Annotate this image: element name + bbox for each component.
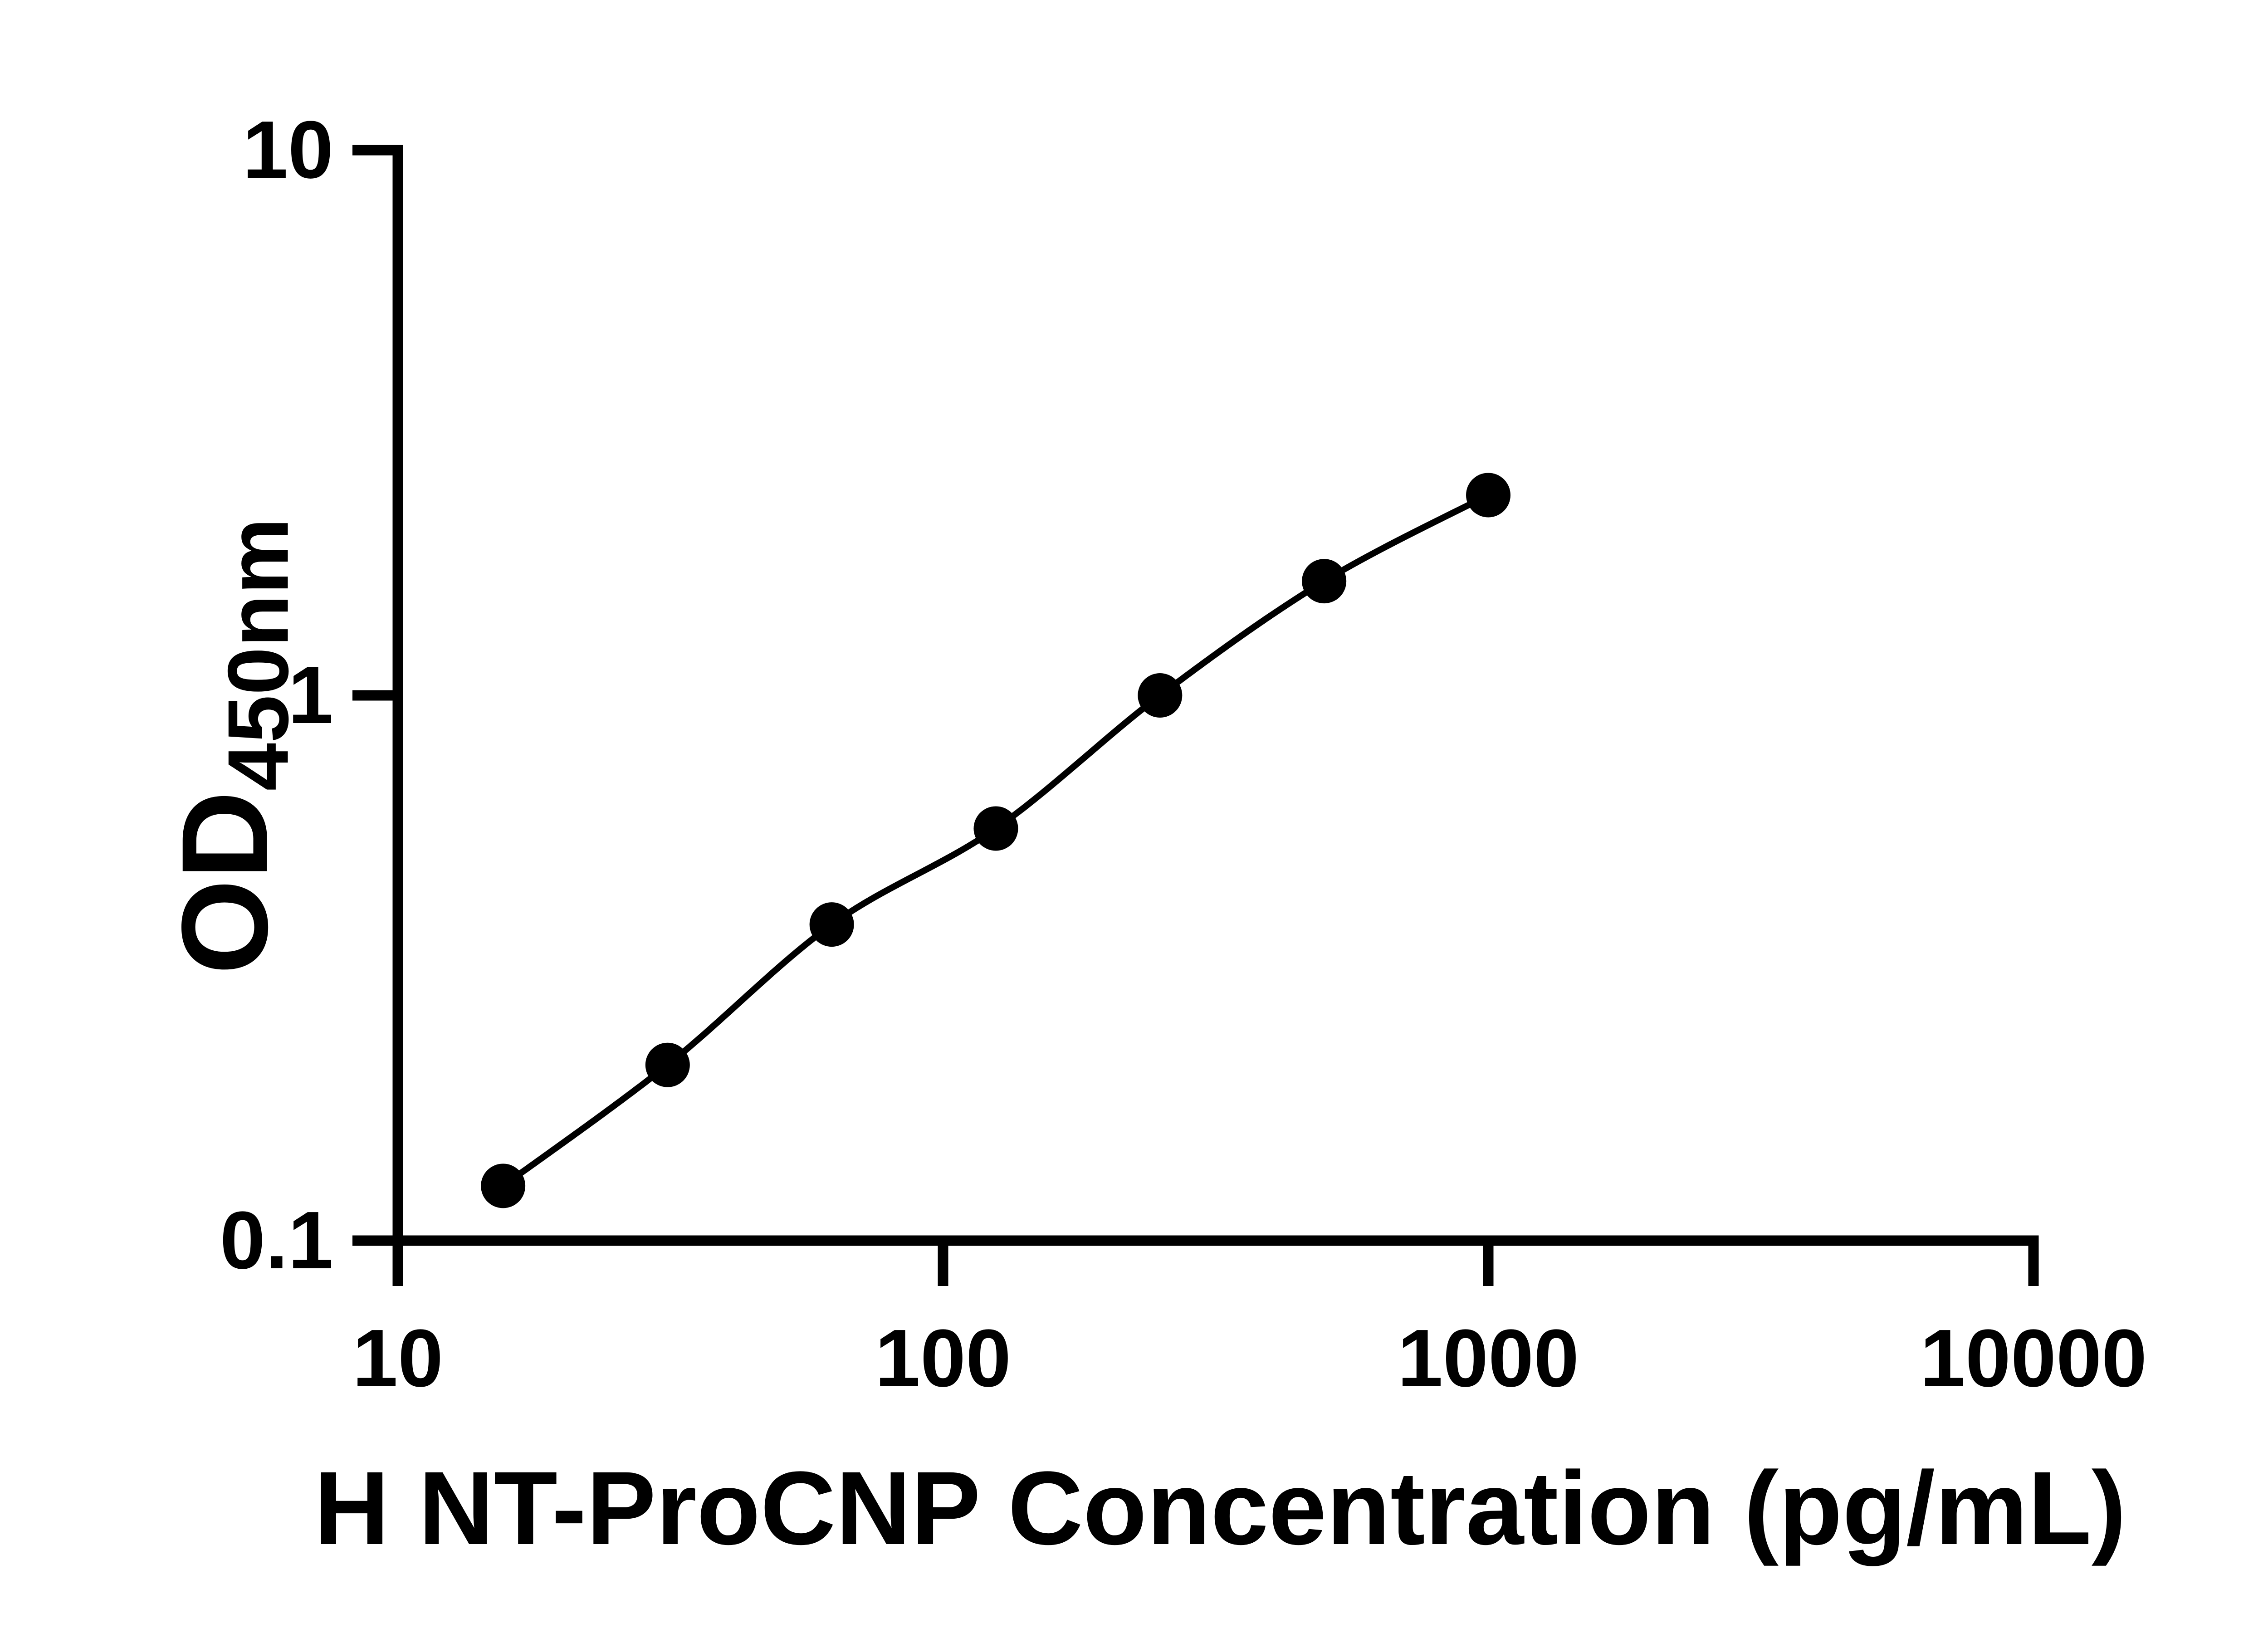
x-axis-title: H NT-ProCNP Concentration (pg/mL) xyxy=(314,1450,2126,1566)
x-tick-label: 10000 xyxy=(1920,1313,2147,1404)
data-point-marker xyxy=(481,1164,526,1208)
data-point-marker xyxy=(645,1042,690,1087)
y-tick-label: 10 xyxy=(242,104,333,196)
data-point-marker xyxy=(1138,673,1183,718)
y-tick-label: 1 xyxy=(288,650,333,741)
y-axis-title: OD450nm xyxy=(157,518,307,974)
x-tick-label: 100 xyxy=(875,1313,1012,1404)
x-tick-label: 10 xyxy=(352,1313,444,1404)
data-point-marker xyxy=(1302,559,1347,604)
data-point-marker xyxy=(1466,473,1510,518)
data-point-marker xyxy=(809,902,854,947)
axes xyxy=(352,145,2039,1286)
y-tick-label: 0.1 xyxy=(220,1195,333,1286)
x-tick-label: 1000 xyxy=(1397,1313,1579,1404)
data-points xyxy=(481,473,1510,1208)
y-axis-title-main: OD xyxy=(156,791,293,975)
data-point-marker xyxy=(973,806,1018,851)
y-axis-title-subscript: 450nm xyxy=(210,518,307,791)
